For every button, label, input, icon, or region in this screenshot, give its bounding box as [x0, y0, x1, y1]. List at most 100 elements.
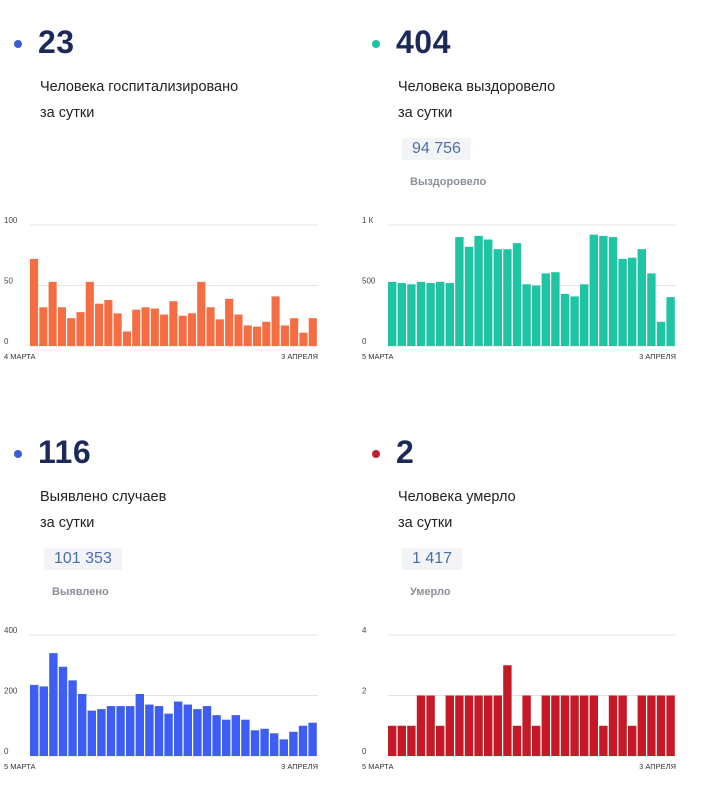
hospitalized-dot-icon	[14, 40, 22, 48]
bar	[49, 653, 58, 756]
bar	[618, 695, 627, 756]
bar	[225, 298, 234, 346]
bar	[570, 695, 579, 756]
y-tick-label: 200	[4, 687, 18, 696]
bar	[455, 695, 464, 756]
y-tick-label: 0	[362, 337, 367, 346]
detected-description: Выявлено случаев за сутки	[40, 484, 300, 536]
bar	[532, 285, 541, 346]
bar	[150, 308, 159, 346]
detected-total-label: Выявлено	[52, 586, 109, 598]
bar	[436, 281, 445, 346]
bar	[416, 281, 426, 346]
bar	[397, 725, 406, 756]
bar	[202, 706, 212, 756]
y-tick-label: 100	[4, 216, 18, 225]
detected-panel: 116 Выявлено случаев за сутки 101 353 Вы…	[0, 410, 345, 790]
detected-total: 101 353	[44, 548, 122, 570]
deaths-description: Человека умерло за сутки	[398, 484, 658, 536]
bar	[580, 284, 589, 346]
bar	[388, 281, 397, 346]
bar	[445, 283, 454, 346]
bar	[484, 695, 493, 756]
bar	[183, 704, 192, 756]
x-start-label: 5 МАРТА	[362, 762, 394, 771]
bar	[126, 706, 135, 756]
bar	[426, 283, 435, 346]
recovered-label-line1: Человека выздоровело	[398, 79, 556, 95]
hospitalized-chart: 0 50 100 4 МАРТА 3 АПРЕЛЯ	[4, 216, 318, 361]
detected-chart: 0 200 400 5 МАРТА 3 АПРЕЛЯ	[4, 626, 318, 771]
x-end-label: 3 АПРЕЛЯ	[281, 352, 318, 361]
bar	[243, 325, 252, 346]
bar	[522, 284, 531, 346]
bar	[160, 314, 169, 346]
bar	[599, 235, 608, 346]
bar	[570, 296, 579, 346]
bar	[76, 312, 85, 346]
bar	[503, 249, 512, 346]
bar	[57, 307, 66, 346]
bar	[260, 728, 269, 756]
x-end-label: 3 АПРЕЛЯ	[639, 762, 676, 771]
recovered-dot-icon	[372, 40, 380, 48]
deaths-chart: 0 2 4 5 МАРТА 3 АПРЕЛЯ	[362, 626, 676, 771]
bar	[551, 272, 560, 346]
bar	[541, 273, 550, 346]
bar	[39, 686, 48, 756]
bar	[212, 715, 221, 756]
bar	[122, 331, 131, 346]
deaths-total: 1 417	[402, 548, 463, 570]
bar	[250, 730, 260, 756]
bar	[474, 235, 483, 346]
deaths-header: 2	[372, 432, 414, 472]
bar	[580, 695, 589, 756]
bar	[560, 695, 570, 756]
bar	[95, 303, 104, 346]
bar	[388, 725, 397, 756]
y-tick-label: 500	[362, 277, 376, 286]
recovered-label-line2: за сутки	[398, 105, 453, 121]
bar	[279, 739, 288, 756]
deaths-label-line1: Человека умерло	[398, 489, 516, 505]
bar	[589, 695, 598, 756]
hospitalized-panel: 23 Человека госпитализировано за сутки 0…	[0, 0, 345, 380]
y-tick-label: 50	[4, 277, 13, 286]
bar	[299, 332, 308, 346]
bar	[666, 297, 675, 346]
bar	[234, 314, 243, 346]
bar	[551, 695, 560, 756]
bar	[474, 695, 483, 756]
bar	[416, 695, 426, 756]
bar	[407, 725, 416, 756]
bar	[174, 701, 183, 756]
bar	[39, 307, 48, 346]
bar	[637, 695, 646, 756]
detected-dot-icon	[14, 450, 22, 458]
bar	[618, 258, 627, 346]
bar	[512, 725, 522, 756]
bar	[522, 695, 531, 756]
y-tick-label: 0	[4, 747, 9, 756]
bar	[308, 722, 317, 756]
y-tick-label: 2	[362, 687, 367, 696]
bar	[280, 325, 289, 346]
deaths-value: 2	[396, 433, 415, 470]
bar	[116, 706, 125, 756]
y-tick-label: 400	[4, 626, 18, 635]
bar	[426, 695, 435, 756]
bar	[599, 725, 608, 756]
bar	[262, 321, 271, 346]
detected-header: 116	[14, 432, 91, 472]
bar	[637, 249, 646, 346]
x-start-label: 4 МАРТА	[4, 352, 36, 361]
bar	[608, 695, 618, 756]
y-tick-label: 4	[362, 626, 367, 635]
bar	[197, 281, 206, 346]
hospitalized-label-line1: Человека госпитализировано	[40, 79, 239, 95]
x-end-label: 3 АПРЕЛЯ	[281, 762, 318, 771]
bar	[68, 680, 77, 756]
bar	[231, 715, 240, 756]
bar	[97, 709, 106, 756]
bar	[656, 695, 666, 756]
